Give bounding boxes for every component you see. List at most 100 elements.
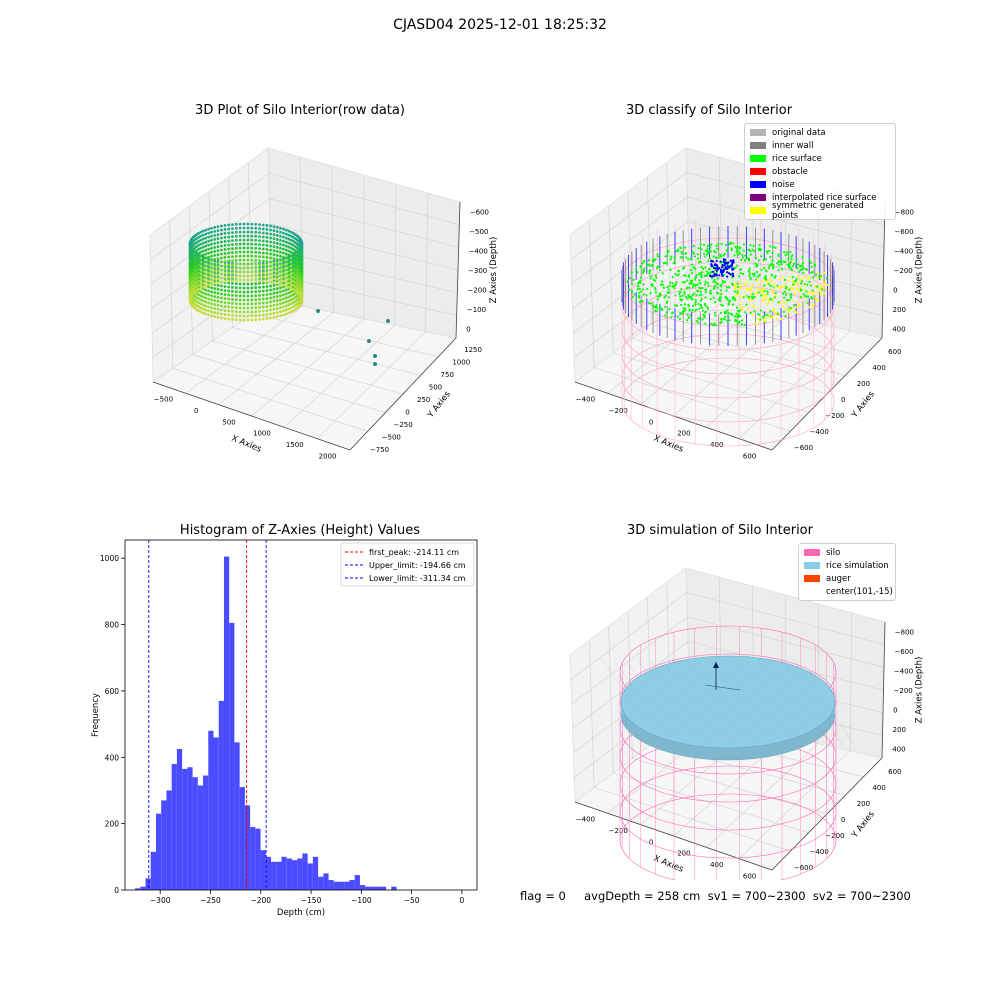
cls-surface-point [772,291,775,294]
raw-point [210,266,213,270]
raw-point [231,314,234,317]
raw-point [254,298,258,302]
cls-surface-point [757,247,760,250]
raw-point [289,290,293,294]
raw-point [246,262,250,266]
raw-point [275,303,279,306]
cls-surface-point [797,282,800,286]
raw-point [282,267,285,271]
raw-point [213,278,217,281]
raw-y-tick: 750 [441,371,454,379]
histogram-bar [323,873,329,890]
raw-point [269,224,272,228]
raw-point [223,260,227,263]
cls-surface-point [704,249,708,252]
raw-point [250,306,254,310]
cls-surface-point [716,277,719,280]
cls-x-tick: −400 [576,396,595,404]
cls-surface-point [779,318,783,321]
raw-point [238,238,242,242]
raw-point [234,226,238,230]
cls-surface-point [727,286,731,289]
raw-point [234,258,238,262]
cls-surface-point [751,305,754,308]
raw-point [250,274,254,278]
cls-surface-point [633,293,636,296]
cls-noise-point [728,265,732,268]
cls-surface-point [794,282,797,286]
raw-point [279,310,282,314]
raw-point [201,253,205,257]
raw-point [282,235,285,239]
raw-point [197,252,200,255]
cls-surface-point [709,289,712,292]
cls-surface-point [746,257,749,260]
cls-surface-point [810,261,813,264]
raw-point [258,227,261,230]
cls-surface-point [811,270,814,274]
sim-rice-mesh [745,659,807,745]
raw-point [210,254,213,258]
raw-point [197,264,200,267]
cls-noise-point [712,266,715,270]
cls-surface-point [790,267,793,270]
sim-rice-mesh [757,659,819,745]
cls-surface-point [760,255,763,258]
sim-center-marker [713,662,719,668]
raw-point [220,228,223,232]
raw-point [234,302,238,306]
cls-surface-point [677,273,680,276]
cls-surface-point [793,292,797,295]
cls-surface-point [798,279,802,282]
raw-point [220,284,223,288]
raw-point [220,268,223,272]
cls-surface-point [741,272,745,275]
cls-surface-point [734,293,738,297]
cls-surface-point [738,320,741,323]
raw-point [204,284,208,288]
raw-point [258,279,261,282]
cls-surface-point [801,262,805,265]
cls-surface-point [751,284,754,287]
raw-point [269,260,272,264]
cls-surface-point [673,258,676,262]
raw-point [287,237,291,241]
cls-surface-point [661,308,664,312]
raw-point [269,284,272,288]
cls-surface-point [687,295,690,298]
cls-surface-point [668,291,671,294]
cls-surface-point [680,303,683,307]
raw-point [207,227,210,231]
cls-noise-point [726,267,729,270]
histogram-bar [250,826,256,890]
raw-x-tick: 500 [222,418,235,426]
sim-z-tick: −200 [894,687,913,695]
raw-point [265,276,269,279]
raw-point [210,278,213,282]
cls-surface-point [724,260,728,263]
cls-surface-point [744,254,747,257]
cls-surface-point [807,292,810,295]
raw-point [246,226,250,230]
cls-surface-point [783,278,786,281]
raw-point [220,232,223,236]
raw-point [227,263,231,267]
cls-surface-point [743,258,747,261]
cls-surface-point [712,323,715,326]
cls-surface-point [795,258,798,261]
cls-surface-point [753,274,756,278]
cls-surface-point [736,249,740,253]
histogram-bar [208,730,214,890]
cls-surface-point [659,283,663,286]
raw-point [213,303,217,306]
cls-surface-point [712,255,715,258]
raw-point [261,279,265,283]
cls-surface-point [734,266,737,269]
raw-point [227,255,231,259]
cls-surface-point [766,314,769,317]
cls-surface-point [767,267,770,270]
cls-surface-point [789,260,792,264]
cls-surface-point [656,253,659,256]
cls-surface-point [781,305,785,308]
cls-surface-point [697,302,700,306]
